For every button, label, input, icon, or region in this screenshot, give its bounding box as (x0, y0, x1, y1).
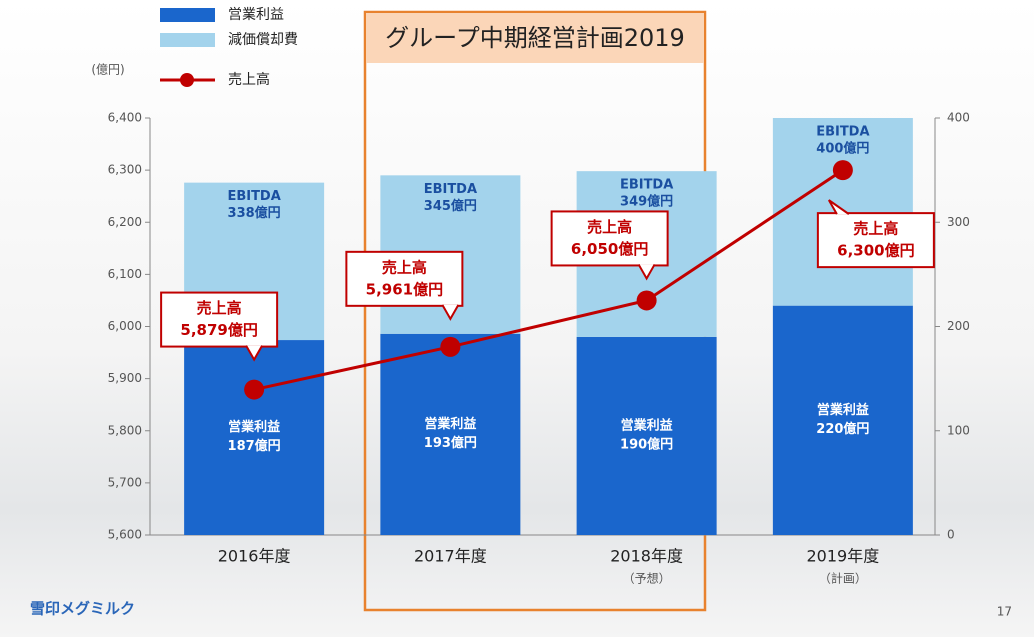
ebitda-label: EBITDA (620, 178, 673, 193)
callout-value: 5,961億円 (366, 280, 443, 298)
callout-tip (828, 199, 850, 215)
line-point (244, 379, 265, 400)
chart-title: グループ中期経営計画2019 (385, 24, 685, 52)
ebitda-label: EBITDA (424, 182, 477, 197)
plan-header (366, 13, 704, 63)
legend-swatch (160, 33, 215, 47)
y-tick-label: 5,600 (108, 528, 142, 542)
callout-name: 売上高 (197, 299, 242, 317)
y2-tick-label: 200 (947, 319, 970, 333)
bar-value-label: 220億円 (816, 421, 869, 437)
ebitda-value: 349億円 (620, 194, 673, 210)
callout-box (816, 212, 935, 269)
bar (380, 333, 521, 535)
x-tick-note: （予想） (623, 571, 671, 586)
callout-value: 5,879億円 (180, 321, 257, 339)
ebitda-label: EBITDA (816, 125, 869, 140)
bar-value-label: 187億円 (228, 438, 281, 454)
bar-value-label: 190億円 (620, 436, 673, 452)
x-tick-label: 2016年度 (218, 547, 291, 566)
legend-label: 売上高 (228, 71, 270, 88)
x-tick-note: （計画） (819, 571, 867, 586)
ebitda-value: 338億円 (228, 205, 281, 221)
ebitda-label: EBITDA (227, 189, 280, 204)
page-number: 17 (997, 605, 1012, 619)
y-tick-label: 5,800 (108, 423, 142, 437)
y-tick-label: 5,900 (108, 371, 142, 385)
bar-value-label: 193億円 (424, 435, 477, 451)
bar-series-label: 営業利益 (228, 419, 280, 435)
unit-label: (億円) (91, 63, 124, 77)
ebitda-value: 400億円 (816, 141, 869, 157)
ebitda-value: 345億円 (424, 198, 477, 214)
bar-series-label: 営業利益 (424, 416, 476, 432)
callout-box (345, 250, 464, 307)
line (253, 168, 844, 392)
y2-tick-label: 0 (947, 528, 955, 542)
line-point (636, 290, 657, 311)
bar (184, 340, 325, 535)
bar (772, 305, 913, 535)
callout-name: 売上高 (587, 218, 632, 236)
callout-box (550, 210, 669, 267)
bar-series-label: 営業利益 (621, 417, 673, 433)
y-tick-label: 6,400 (108, 111, 142, 125)
y2-tick-label: 300 (947, 215, 970, 229)
y-tick-label: 6,100 (108, 267, 142, 281)
legend-swatch (160, 8, 215, 22)
y-tick-label: 6,000 (108, 319, 142, 333)
callout-tip (637, 263, 656, 281)
callout-value: 6,050億円 (571, 240, 648, 258)
x-tick-label: 2017年度 (414, 547, 487, 566)
y2-tick-label: 100 (947, 423, 970, 437)
callout-tip (441, 304, 460, 321)
y2-tick-label: 400 (947, 111, 970, 125)
bar-series-label: 営業利益 (817, 402, 869, 418)
logo: 雪印メグミルク (30, 600, 135, 618)
y-tick-label: 6,200 (108, 215, 142, 229)
callout-name: 売上高 (853, 220, 898, 238)
bar (576, 336, 717, 535)
line-point (832, 160, 853, 181)
callout-box (160, 291, 279, 348)
x-tick-label: 2019年度 (807, 547, 880, 566)
callout-value: 6,300億円 (837, 242, 914, 260)
legend-label: 減価償却費 (228, 31, 298, 48)
y-tick-label: 6,300 (108, 163, 142, 177)
legend-marker (180, 73, 194, 87)
x-tick-label: 2018年度 (610, 547, 683, 566)
line-point (440, 336, 461, 357)
legend-label: 営業利益 (228, 7, 284, 23)
callout-tip (245, 345, 263, 362)
y-tick-label: 5,700 (108, 475, 142, 489)
callout-name: 売上高 (382, 258, 427, 276)
